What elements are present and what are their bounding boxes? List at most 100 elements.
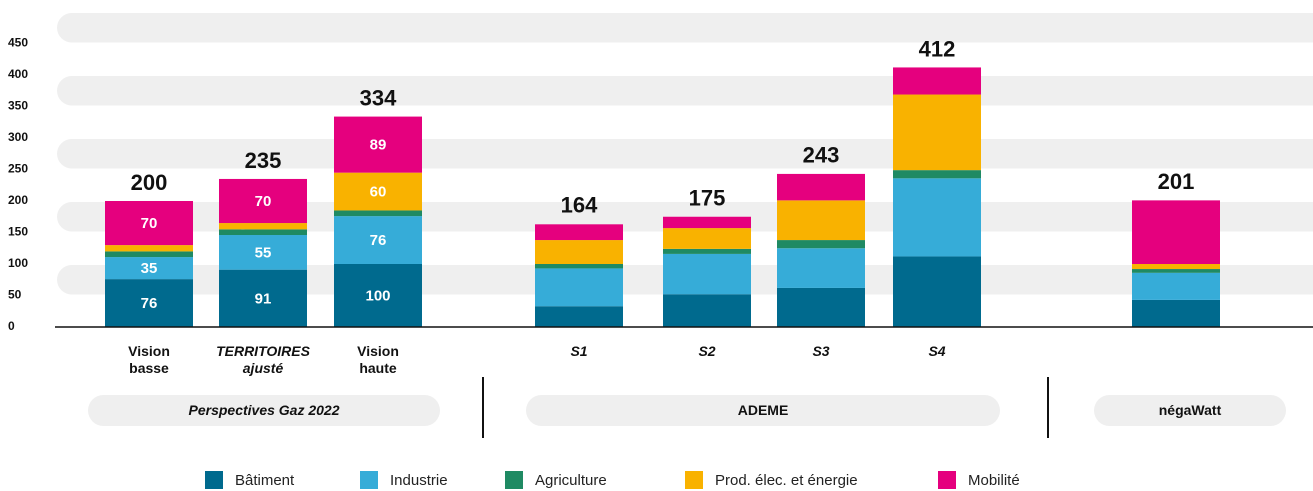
bar-segment xyxy=(535,268,623,307)
legend-item: Agriculture xyxy=(505,471,607,489)
grid-band xyxy=(57,13,1313,43)
y-tick-label: 250 xyxy=(8,162,28,176)
total-label: 201 xyxy=(1158,169,1195,194)
bar-segment xyxy=(334,264,422,327)
data-label: 91 xyxy=(255,290,272,307)
bar-segment xyxy=(893,178,981,257)
legend-swatch xyxy=(505,471,523,489)
bar-segment xyxy=(663,294,751,327)
total-label: 175 xyxy=(689,186,726,211)
bar-segment xyxy=(535,224,623,241)
y-tick-label: 50 xyxy=(8,288,22,302)
total-label: 235 xyxy=(245,148,282,173)
bar-segment xyxy=(535,306,623,327)
group-pill xyxy=(526,395,1000,426)
x-tick-label: S2 xyxy=(698,343,716,359)
legend-item: Mobilité xyxy=(938,471,1020,489)
x-tick-label: Vision haute xyxy=(357,343,399,376)
legend-label: Mobilité xyxy=(968,471,1020,489)
x-tick-label: S3 xyxy=(812,343,830,359)
data-label: 89 xyxy=(370,137,387,154)
bar-segment xyxy=(777,173,865,201)
bar-segment xyxy=(1132,272,1220,300)
bar-segment xyxy=(893,67,981,95)
y-tick-label: 400 xyxy=(8,67,28,81)
bar-segment xyxy=(1132,200,1220,264)
legend-item: Prod. élec. et énergie xyxy=(685,471,858,489)
legend-swatch xyxy=(685,471,703,489)
y-tick-label: 450 xyxy=(8,36,28,50)
y-tick-label: 350 xyxy=(8,99,28,113)
group-label: négaWatt xyxy=(1158,402,1222,418)
bar-segment xyxy=(893,256,981,327)
y-tick-label: 300 xyxy=(8,130,28,144)
bar-segment xyxy=(219,269,307,327)
bar-segment xyxy=(663,253,751,295)
y-tick-label: 0 xyxy=(8,319,15,333)
legend-label: Agriculture xyxy=(535,471,607,489)
bar-segment xyxy=(663,216,751,229)
legend-label: Prod. élec. et énergie xyxy=(715,471,858,489)
bar-segment xyxy=(535,264,623,269)
x-tick-label: S4 xyxy=(928,343,946,359)
total-label: 334 xyxy=(360,85,397,110)
bar-segment xyxy=(219,229,307,236)
y-tick-label: 200 xyxy=(8,193,28,207)
bar-segment xyxy=(105,245,193,252)
bar-segment xyxy=(219,178,307,224)
bar-segment xyxy=(105,251,193,258)
group-label: ADEME xyxy=(737,402,789,418)
legend-swatch xyxy=(205,471,223,489)
data-label: 70 xyxy=(141,215,158,232)
group-pill xyxy=(1094,395,1286,426)
x-tick-label: Vision basse xyxy=(128,343,170,376)
bar-segment xyxy=(334,216,422,264)
data-label: 35 xyxy=(141,260,158,277)
bar-segment xyxy=(334,172,422,211)
bar-segment xyxy=(105,201,193,246)
legend-swatch xyxy=(938,471,956,489)
total-label: 164 xyxy=(561,192,598,217)
bar-segment xyxy=(777,287,865,327)
grid-band xyxy=(57,76,1313,106)
legend-item: Bâtiment xyxy=(205,471,294,489)
total-label: 200 xyxy=(131,170,168,195)
bar-segment xyxy=(219,223,307,230)
bar-segment xyxy=(105,279,193,327)
y-tick-label: 100 xyxy=(8,256,28,270)
bar-segment xyxy=(1132,269,1220,273)
legend-label: Bâtiment xyxy=(235,471,295,489)
bar-segment xyxy=(219,235,307,270)
bar-segment xyxy=(663,228,751,249)
bar-segment xyxy=(334,116,422,173)
group-pill xyxy=(88,395,440,426)
x-tick-label: TERRITOIRES ajusté xyxy=(216,343,310,376)
data-label: 100 xyxy=(365,287,390,304)
bar-segment xyxy=(535,240,623,264)
bar-segment xyxy=(777,200,865,241)
y-tick-label: 150 xyxy=(8,225,28,239)
data-label: 60 xyxy=(370,184,387,201)
data-label: 76 xyxy=(141,295,158,312)
bar-segment xyxy=(893,170,981,179)
total-label: 412 xyxy=(919,36,956,61)
x-tick-label: S1 xyxy=(570,343,588,359)
bar-segment xyxy=(1132,299,1220,327)
bar-segment xyxy=(777,248,865,288)
group-label: Perspectives Gaz 2022 xyxy=(188,402,340,418)
bar-segment xyxy=(334,210,422,217)
bar-segment xyxy=(105,257,193,280)
legend-item: Industrie xyxy=(360,471,448,489)
legend-swatch xyxy=(360,471,378,489)
data-label: 70 xyxy=(255,193,272,210)
data-label: 55 xyxy=(255,244,272,261)
bar-segment xyxy=(777,240,865,249)
total-label: 243 xyxy=(803,143,840,168)
bar-segment xyxy=(893,94,981,171)
data-label: 76 xyxy=(370,232,387,249)
bar-segment xyxy=(1132,264,1220,270)
legend-label: Industrie xyxy=(390,471,448,489)
bar-segment xyxy=(663,248,751,254)
